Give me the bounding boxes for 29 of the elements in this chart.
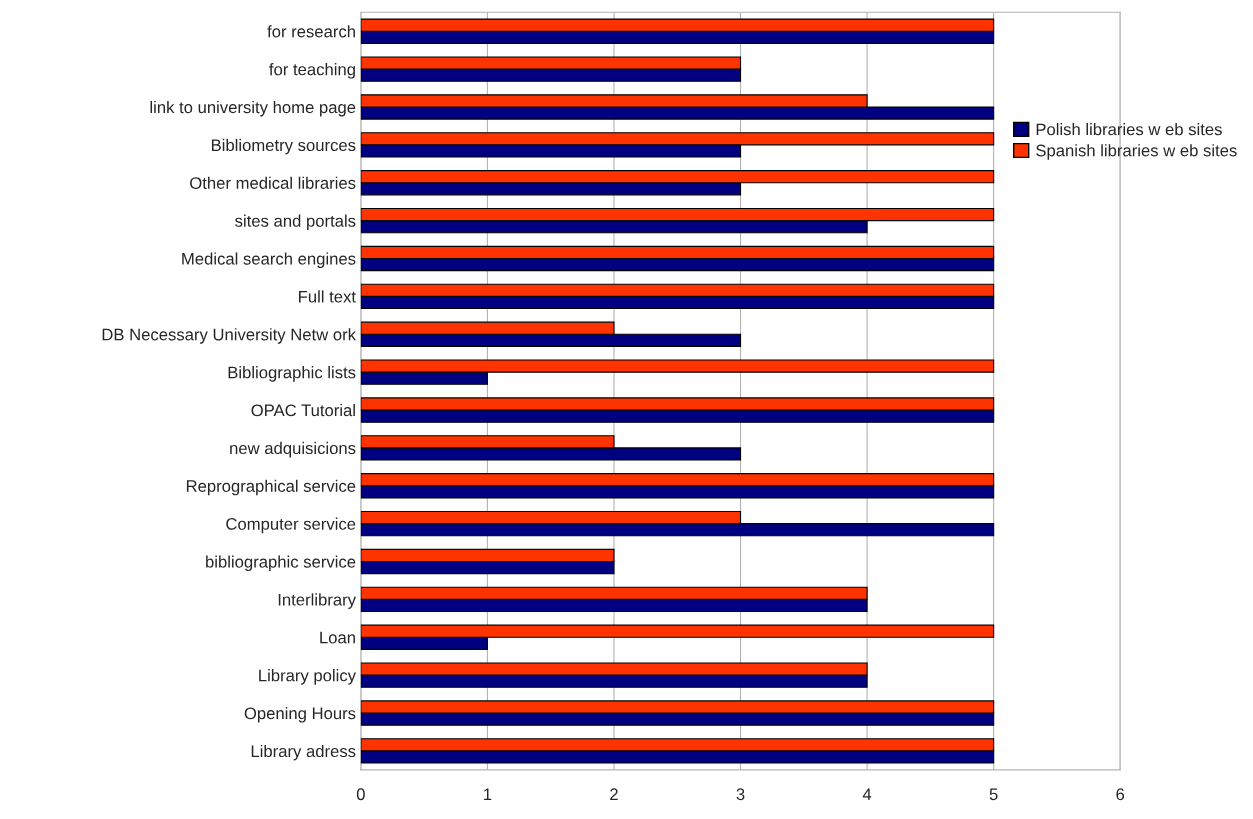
x-tick-label: 4 — [862, 788, 872, 800]
y-tick-label: Other medical libraries — [190, 176, 356, 189]
y-tick-label: OPAC Tutorial — [251, 403, 355, 417]
x-tick-label: 3 — [736, 788, 745, 801]
y-tick-label: new adquisicions — [230, 441, 356, 458]
y-tick-label: for teaching — [269, 63, 355, 79]
y-tick-label: Library adress — [251, 744, 356, 761]
x-tick-label: 6 — [1116, 788, 1125, 801]
y-tick-label: Bibliographic lists — [228, 366, 356, 382]
y-tick-label: Full text — [299, 290, 356, 303]
y-tick-label: Opening Hours — [244, 707, 356, 723]
y-tick-label: DB Necessary University Netw ork — [102, 328, 357, 344]
legend-label: Polish libraries w eb sites — [1036, 123, 1222, 136]
y-tick-label: Interlibrary — [278, 593, 356, 609]
y-tick-label: bibliographic service — [206, 555, 356, 572]
x-tick-label: 2 — [610, 788, 618, 800]
y-tick-label: Computer service — [226, 517, 356, 534]
x-tick-label: 5 — [989, 788, 998, 801]
x-tick-label: 0 — [356, 788, 365, 801]
y-tick-label: Bibliometry sources — [211, 138, 356, 155]
y-tick-label: for research — [267, 25, 355, 38]
legend-label: Spanish libraries w eb sites — [1036, 144, 1237, 160]
x-tick-label: 1 — [484, 788, 492, 800]
y-tick-label: Reprographical service — [186, 479, 356, 496]
y-tick-label: Loan — [320, 631, 355, 644]
y-tick-label: link to university home page — [150, 100, 356, 117]
y-tick-label: Medical search engines — [182, 252, 356, 268]
y-tick-label: sites and portals — [235, 214, 356, 231]
y-tick-label: Library policy — [259, 669, 356, 685]
